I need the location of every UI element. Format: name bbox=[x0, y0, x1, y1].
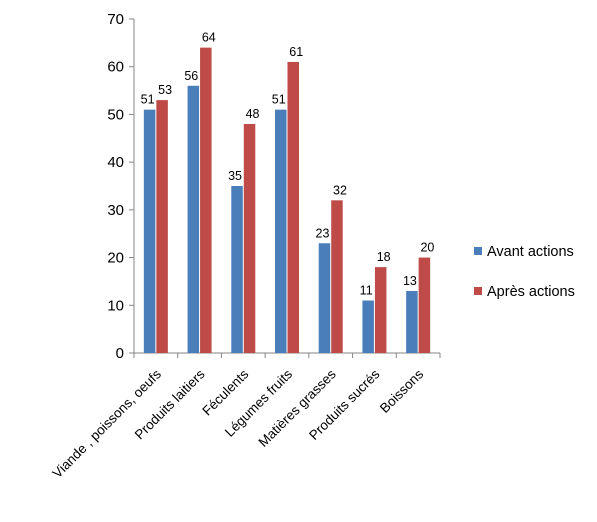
bar-avant bbox=[318, 243, 331, 353]
bar-apres bbox=[287, 61, 299, 353]
legend: Avant actions Après actions bbox=[474, 244, 575, 300]
bar-apres bbox=[243, 123, 256, 353]
bar-avant bbox=[362, 300, 374, 353]
y-tick-label: 0 bbox=[116, 345, 124, 362]
data-label: 64 bbox=[202, 31, 216, 45]
y-tick-label: 70 bbox=[107, 11, 124, 28]
data-label: 13 bbox=[403, 274, 417, 288]
bars bbox=[143, 47, 431, 354]
y-tick-label: 30 bbox=[107, 202, 124, 219]
data-label: 32 bbox=[333, 183, 347, 197]
y-tick-label: 40 bbox=[107, 154, 124, 171]
data-label: 53 bbox=[158, 83, 172, 97]
bar-apres bbox=[200, 47, 212, 353]
category-label: Matières grasses bbox=[256, 366, 339, 449]
bar-apres bbox=[374, 267, 387, 353]
data-label: 35 bbox=[228, 169, 242, 183]
y-tick-label: 10 bbox=[107, 297, 124, 314]
legend-label: Après actions bbox=[487, 284, 575, 300]
bar-apres bbox=[331, 200, 343, 353]
data-label: 23 bbox=[316, 226, 330, 240]
legend-label: Avant actions bbox=[487, 244, 574, 260]
bar-apres bbox=[156, 100, 168, 353]
category-label: Boissons bbox=[377, 366, 427, 416]
bar-avant bbox=[406, 290, 418, 353]
data-label: 56 bbox=[184, 69, 198, 83]
y-tick-label: 60 bbox=[107, 59, 124, 76]
bar-avant bbox=[275, 109, 287, 354]
data-label: 51 bbox=[141, 93, 155, 107]
bar-avant bbox=[143, 109, 156, 354]
bar-apres bbox=[418, 257, 431, 353]
data-label: 48 bbox=[246, 107, 260, 121]
y-tick-label: 50 bbox=[107, 106, 124, 123]
data-label: 18 bbox=[377, 250, 391, 264]
bar-avant bbox=[231, 186, 243, 353]
axes: 0 10 20 30 40 50 60 70 bbox=[107, 11, 441, 362]
bar-avant bbox=[187, 85, 200, 354]
data-label: 11 bbox=[360, 284, 373, 298]
data-label: 51 bbox=[272, 93, 286, 107]
y-tick-label: 20 bbox=[107, 250, 124, 267]
legend-swatch-apres bbox=[474, 287, 482, 295]
data-label: 61 bbox=[289, 45, 303, 59]
legend-swatch-avant bbox=[474, 247, 482, 255]
data-label: 20 bbox=[420, 241, 434, 255]
